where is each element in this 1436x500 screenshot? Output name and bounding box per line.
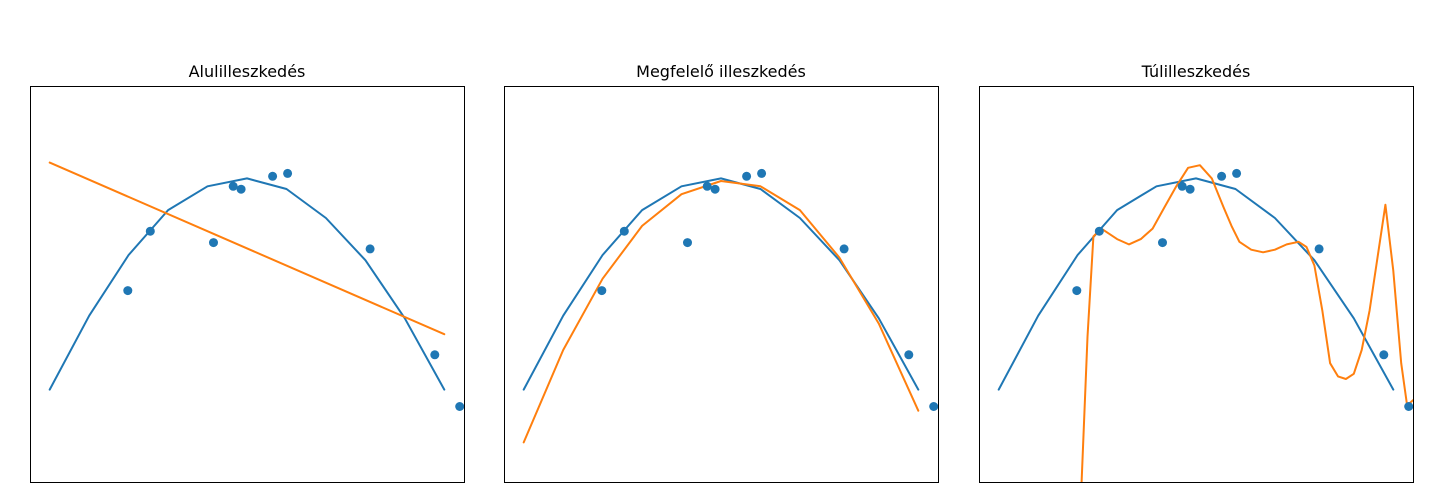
data-point [839, 244, 849, 254]
data-point [236, 184, 246, 194]
plot-area [48, 161, 464, 411]
fit-curve-line [48, 161, 446, 336]
data-point [209, 238, 218, 248]
data-point [228, 181, 238, 191]
true-function-line [48, 177, 446, 391]
panel-overfit: Túlilleszkedés [979, 62, 1414, 483]
data-point [929, 402, 938, 411]
data-point [1232, 168, 1242, 178]
data-point [710, 184, 720, 194]
fit-curve-line [1080, 164, 1413, 482]
data-point [904, 350, 914, 360]
data-point [1314, 244, 1324, 254]
data-point [1185, 184, 1195, 194]
plot-area [997, 164, 1413, 482]
data-point [1404, 402, 1413, 411]
data-point [283, 168, 293, 178]
data-point [365, 244, 375, 254]
data-point [1177, 181, 1187, 191]
panel-title: Túlilleszkedés [1141, 62, 1251, 81]
fit-curve-line [522, 180, 920, 444]
data-point [455, 402, 464, 411]
data-point [1072, 286, 1082, 296]
data-point [268, 171, 278, 181]
data-point [1158, 238, 1167, 248]
axes-frame [504, 86, 939, 483]
data-point [683, 238, 692, 248]
true-function-line [522, 177, 920, 391]
panel-title: Megfelelő illeszkedés [636, 62, 806, 81]
data-point [597, 286, 607, 296]
data-point [757, 168, 767, 178]
data-point [1094, 226, 1104, 236]
data-point [702, 181, 712, 191]
data-point [742, 171, 752, 181]
data-point [619, 226, 629, 236]
data-point [145, 226, 155, 236]
plot-area [522, 168, 938, 444]
true-function-line [997, 177, 1395, 391]
data-point [430, 350, 440, 360]
panel-good-fit: Megfelelő illeszkedés [504, 62, 939, 483]
axes-frame [30, 86, 465, 483]
data-point [1217, 171, 1227, 181]
panel-title: Alulilleszkedés [189, 62, 306, 81]
data-point [123, 286, 133, 296]
data-point [1379, 350, 1389, 360]
axes-frame [979, 86, 1414, 483]
panel-underfit: Alulilleszkedés [30, 62, 465, 483]
